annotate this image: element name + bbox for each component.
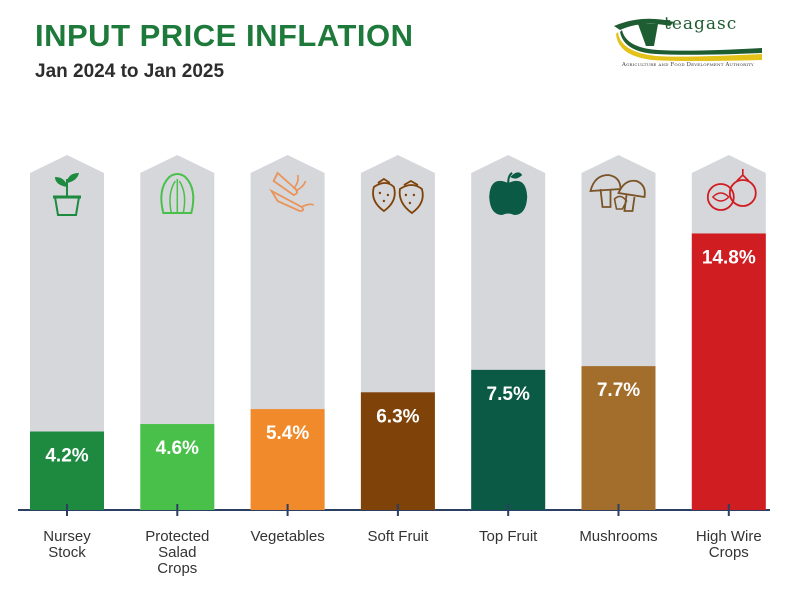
x-tick-label-line: High Wire: [695, 528, 762, 545]
x-tick-label: Top Fruit: [458, 529, 558, 545]
value-label: 7.7%: [597, 380, 640, 401]
x-tick-label: High Wire Crops: [679, 529, 779, 561]
bar-track: [140, 155, 215, 510]
x-tick-label-line: Protected: [145, 528, 210, 545]
bar: [471, 369, 546, 510]
x-tick-label: Soft Fruit: [348, 529, 448, 545]
bar: [691, 233, 766, 510]
logo-wordmark: TEAGASC: [664, 14, 738, 34]
mushroom-icon: [589, 174, 646, 212]
x-tick-label-line: Crops: [157, 560, 198, 577]
x-tick-label-line: Top Fruit: [479, 528, 538, 545]
x-tick-label-line: Nursey: [43, 528, 91, 545]
plant-pot-icon: [53, 173, 81, 216]
value-label: 6.3%: [376, 406, 419, 427]
x-tick-label: Protected Salad Crops: [127, 529, 227, 577]
bar: [581, 366, 656, 510]
chart-title: INPUT PRICE INFLATION: [35, 18, 414, 53]
x-tick-label-line: Soft Fruit: [367, 528, 429, 545]
value-label: 7.5%: [487, 384, 530, 405]
teagasc-logo: TEAGASC Agriculture and Food Development…: [612, 12, 772, 74]
x-tick-label: Nursey Stock: [17, 529, 117, 561]
apple-icon: [489, 172, 528, 215]
value-label: 4.6%: [156, 438, 199, 459]
value-label: 5.4%: [266, 423, 309, 444]
bar: [30, 431, 104, 510]
bar: [250, 409, 325, 510]
carrot-icon: [269, 171, 314, 212]
chart-subtitle: Jan 2024 to Jan 2025: [35, 61, 225, 82]
tomato-icon: [706, 169, 757, 211]
x-tick-label-line: Stock: [48, 544, 86, 561]
bar-track: [30, 155, 104, 510]
x-tick-label-line: Mushrooms: [579, 528, 658, 545]
x-tick-label: Vegetables: [238, 529, 338, 545]
logo-emblem: [614, 18, 762, 61]
x-tick-label-line: Vegetables: [250, 528, 325, 545]
x-tick-label-line: Salad: [158, 544, 197, 561]
bar: [360, 392, 435, 510]
bar: [140, 424, 215, 510]
x-tick-label: Mushrooms: [569, 529, 669, 545]
logo-tagline: Agriculture and Food Development Authori…: [622, 62, 754, 68]
x-tick-label-line: Crops: [708, 544, 749, 561]
value-label: 4.2%: [45, 446, 88, 467]
lettuce-icon: [160, 173, 195, 214]
value-label: 14.8%: [702, 247, 756, 268]
strawberry-icon: [372, 177, 424, 215]
